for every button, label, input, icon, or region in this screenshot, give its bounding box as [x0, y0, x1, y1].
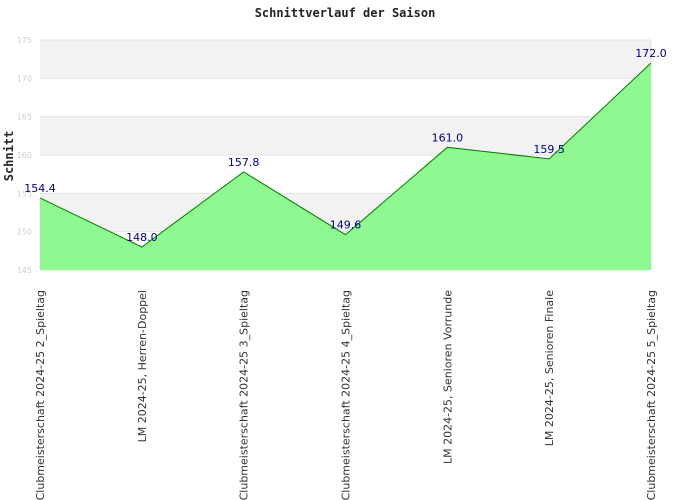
x-axis-ticks: Clubmeisterschaft 2024-25 2_Spieltag LM 2…: [34, 290, 658, 500]
series-line: [39, 62, 652, 248]
y-tick-label: 155: [17, 189, 32, 198]
x-tick-label: Clubmeisterschaft 2024-25 5_Spieltag: [645, 290, 658, 500]
x-tick-label: LM 2024-25, Senioren Vorrunde: [441, 290, 454, 464]
chart-title: Schnittverlauf der Saison: [255, 6, 436, 20]
x-tick-label: LM 2024-25, Herren-Doppel: [136, 290, 149, 442]
y-tick-label: 165: [17, 113, 32, 122]
x-tick-label: LM 2024-25, Senioren Finale: [543, 290, 556, 446]
x-tick-label: Clubmeisterschaft 2024-25 4_Spieltag: [340, 290, 353, 500]
data-label: 159.5: [533, 143, 565, 156]
y-tick-label: 170: [17, 74, 32, 83]
x-tick-label: Clubmeisterschaft 2024-25 3_Spieltag: [238, 290, 251, 500]
area-series: [40, 63, 651, 270]
y-axis-ticks: 145 150 155 160 165 170 175: [17, 36, 32, 275]
y-axis-label: Schnitt: [2, 131, 16, 182]
y-tick-label: 145: [17, 266, 32, 275]
data-label: 149.6: [330, 219, 362, 232]
data-label: 157.8: [228, 156, 260, 169]
data-label: 148.0: [126, 231, 158, 244]
y-tick-label: 160: [17, 151, 32, 160]
data-labels: 154.4 148.0 157.8 149.6 161.0 159.5 172.0: [24, 47, 667, 244]
background-band: [40, 40, 651, 79]
data-label: 154.4: [24, 182, 56, 195]
background-band: [40, 116, 651, 155]
y-tick-label: 175: [17, 36, 32, 45]
y-tick-label: 150: [17, 228, 32, 237]
background-band: [40, 78, 651, 117]
x-tick-label: Clubmeisterschaft 2024-25 2_Spieltag: [34, 290, 47, 500]
data-label: 161.0: [432, 131, 464, 144]
data-label: 172.0: [635, 47, 667, 60]
